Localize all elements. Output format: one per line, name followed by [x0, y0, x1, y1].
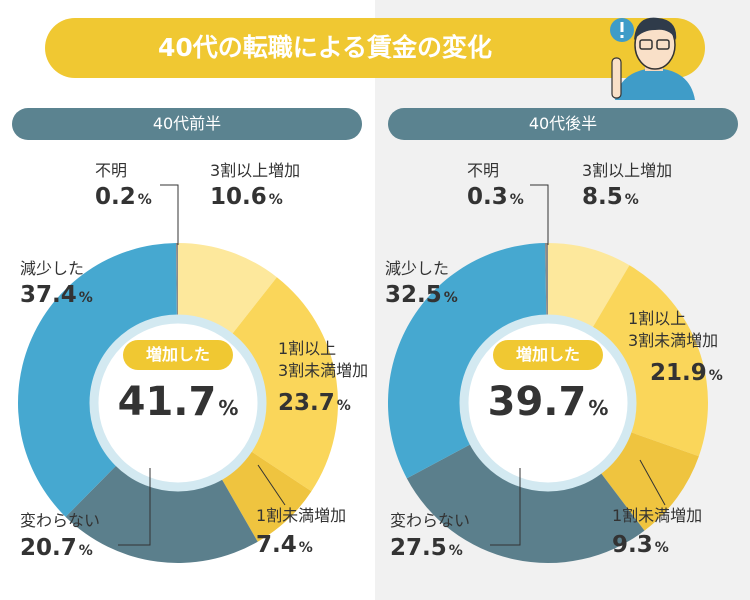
value-number: 0.3 [467, 184, 508, 210]
donut-slice [178, 243, 277, 334]
value-unit: % [624, 192, 639, 208]
center-unit: % [588, 396, 609, 420]
slice-label: 1割以上 3割未満増加 [628, 309, 719, 350]
donut-slice [175, 243, 178, 316]
leader-line [118, 468, 151, 546]
value-unit: % [448, 543, 463, 559]
slice-label: 減少した [385, 259, 450, 278]
slice-label: 3割以上増加 [582, 161, 673, 180]
donut-slice [387, 243, 547, 479]
value-unit: % [298, 540, 313, 556]
center-label: 増加した [493, 340, 603, 370]
value-unit: % [443, 290, 458, 306]
value-number: 0.2 [95, 184, 136, 210]
value-unit: % [137, 192, 152, 208]
value-unit: % [509, 192, 524, 208]
slice-label: 変わらない [20, 511, 101, 530]
leader-line [160, 184, 179, 245]
slice-label: 不明 [467, 161, 500, 180]
slice-label: 1割未満増加 [256, 506, 347, 525]
center-number: 39.7 [487, 379, 587, 425]
slice-label: 減少した [20, 259, 85, 278]
page-title: 40代の転職による賃金の変化 [157, 33, 493, 62]
person-icon [610, 17, 695, 100]
section-header: 40代前半 [12, 108, 362, 140]
slice-value: 10.6% [210, 184, 283, 210]
section-header: 40代後半 [388, 108, 738, 140]
slice-value: 37.4% [20, 282, 93, 308]
donut-slice [406, 444, 645, 563]
value-number: 9.3 [612, 532, 653, 558]
slice-value: 0.3% [467, 184, 524, 210]
donut-slice [544, 243, 548, 316]
slice-value: 8.5% [582, 184, 639, 210]
slice-label: 不明 [95, 161, 128, 180]
value-number: 23.7 [278, 390, 335, 416]
leader-line [490, 468, 521, 546]
leader-line [639, 459, 666, 506]
center-value: 41.7% [98, 379, 258, 425]
donut-slice [232, 277, 339, 492]
leader-line [257, 464, 286, 506]
value-number: 20.7 [20, 535, 77, 561]
value-number: 8.5 [582, 184, 623, 210]
value-number: 21.9 [650, 360, 707, 386]
slice-value: 0.2% [95, 184, 152, 210]
value-number: 7.4 [256, 532, 297, 558]
value-unit: % [708, 368, 723, 384]
slice-value: 20.7% [20, 535, 93, 561]
donut-slice [221, 451, 312, 542]
donut-slice [601, 432, 699, 531]
slice-label: 1割未満増加 [612, 506, 703, 525]
center-label: 増加した [123, 340, 233, 370]
slice-value: 7.4% [256, 532, 313, 558]
slice-value: 9.3% [612, 532, 669, 558]
value-number: 37.4 [20, 282, 77, 308]
center-value: 39.7% [468, 379, 628, 425]
slice-label: 変わらない [390, 511, 471, 530]
value-unit: % [78, 543, 93, 559]
slice-value: 21.9% [650, 360, 723, 386]
value-unit: % [268, 192, 283, 208]
leader-line [530, 184, 549, 245]
value-number: 32.5 [385, 282, 442, 308]
center-unit: % [218, 396, 239, 420]
slice-value: 23.7% [278, 390, 351, 416]
slice-label: 3割以上増加 [210, 161, 301, 180]
donut-slice [592, 265, 708, 457]
value-number: 27.5 [390, 535, 447, 561]
value-unit: % [654, 540, 669, 556]
slice-value: 27.5% [390, 535, 463, 561]
donut-slice [65, 465, 258, 564]
title-banner [45, 18, 705, 78]
center-number: 41.7 [117, 379, 217, 425]
donut-slice [548, 243, 630, 328]
donut-slice [18, 243, 177, 517]
value-number: 10.6 [210, 184, 267, 210]
value-unit: % [336, 398, 351, 414]
slice-value: 32.5% [385, 282, 458, 308]
value-unit: % [78, 290, 93, 306]
slice-label: 1割以上 3割未満増加 [278, 339, 369, 380]
